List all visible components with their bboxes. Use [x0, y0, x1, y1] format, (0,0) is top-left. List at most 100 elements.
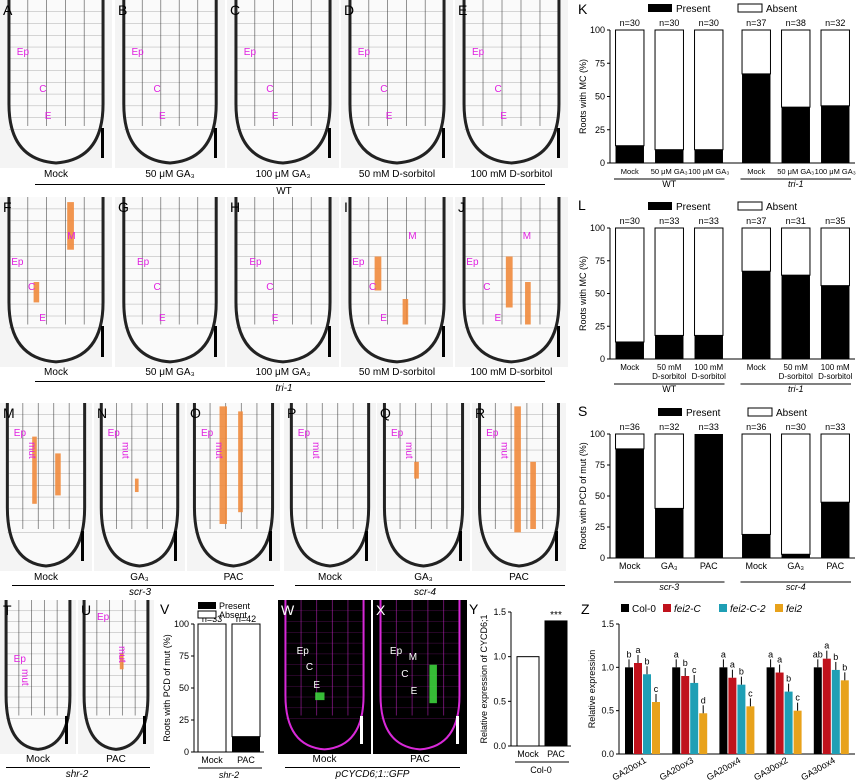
- cell-label-e: E: [380, 312, 387, 324]
- scale-bar: [360, 716, 363, 744]
- y-tick-label: 0.0: [493, 741, 506, 751]
- significance-letter: b: [833, 652, 838, 662]
- y-axis-label: Relative expression of CYCD6;1: [479, 614, 489, 743]
- panel-label: S: [578, 403, 587, 419]
- category-label: Mock: [620, 363, 640, 372]
- row2-group-line: [35, 381, 545, 382]
- cell-label-ep: Ep: [107, 428, 120, 440]
- significance-letter: a: [768, 649, 773, 659]
- row1-group-line: [35, 184, 545, 185]
- category-label: PAC: [237, 755, 255, 765]
- y-tick-label: 0.5: [601, 706, 614, 716]
- y-tick-label: 25: [595, 321, 605, 331]
- bar-present: [655, 335, 684, 359]
- bar: [822, 658, 831, 754]
- cell-label-ep: Ep: [131, 47, 144, 59]
- significance-letter: c: [795, 693, 800, 703]
- bar: [690, 682, 699, 754]
- y-tick-label: 0: [600, 354, 605, 364]
- caption-w: Mock: [312, 754, 337, 765]
- significance-letter: c: [692, 665, 697, 675]
- cell-label-e: E: [313, 680, 320, 692]
- bar-absent: [654, 227, 684, 336]
- root-outline: [284, 600, 365, 751]
- scale-bar: [442, 326, 445, 357]
- bar-absent: [694, 29, 724, 151]
- legend-present: Present: [676, 202, 711, 213]
- cell-label-mut: mut: [25, 441, 37, 459]
- cell-label-ep: Ep: [16, 47, 30, 59]
- category-label: Mock: [621, 167, 639, 176]
- y-tick-label: 0.0: [601, 749, 614, 759]
- cell-label-c: C: [153, 282, 161, 293]
- n-label: n=33: [659, 216, 679, 226]
- row2-group: tri-1: [275, 383, 293, 394]
- cell-label-ep: Ep: [466, 256, 479, 268]
- group-label: tri-1: [788, 179, 804, 189]
- panel-label-e: E: [458, 2, 468, 18]
- bar-absent: [615, 433, 645, 450]
- legend-absent-swatch: [747, 407, 773, 417]
- bar-present: [821, 105, 850, 163]
- legend-label: Col-0: [632, 604, 656, 615]
- group-label: tri-1: [788, 384, 804, 394]
- micrograph-o: O Ep mut: [187, 403, 280, 571]
- category-label: 100 mM: [694, 363, 723, 372]
- panel-label: K: [578, 1, 588, 17]
- row4-gfp-line: [285, 767, 460, 768]
- legend-absent-swatch: [737, 3, 763, 13]
- cell-label-c: C: [153, 84, 161, 95]
- micrograph-m: M Ep mut: [0, 403, 92, 571]
- cell-label-ep: Ep: [471, 47, 485, 59]
- y-tick-label: 1.0: [601, 662, 614, 672]
- cell-label-ep: Ep: [243, 47, 257, 59]
- significance-label: ***: [550, 610, 562, 621]
- group-label: Col-0: [530, 765, 552, 775]
- bar: [813, 667, 822, 754]
- caption-q: GA₃: [414, 572, 433, 583]
- root-outline: [122, 0, 218, 165]
- bar: [728, 677, 737, 754]
- cell-label-c: C: [401, 669, 409, 681]
- n-label: n=30: [786, 422, 806, 432]
- scale-bar: [101, 326, 104, 357]
- y-tick-label: 1.5: [493, 607, 506, 617]
- cell-label-ep: Ep: [13, 428, 27, 440]
- caption-j: 100 mM D-sorbitol: [470, 367, 553, 378]
- significance-letter: b: [739, 667, 744, 677]
- y-tick-label: 25: [595, 522, 605, 532]
- category-label: 50 μM GA₃: [651, 167, 688, 176]
- root-outline: [7, 197, 105, 364]
- bar-present: [742, 73, 771, 163]
- chart-k: K 0 25 50 75 100 Roots with MC (%) n=30 Mock n=30…: [578, 1, 856, 189]
- cell-label-e: E: [271, 312, 279, 324]
- category-label: 100 μM GA₃: [815, 167, 856, 176]
- caption-m: Mock: [34, 572, 58, 583]
- caption-u: PAC: [106, 754, 126, 765]
- cell-label-c: C: [305, 661, 314, 673]
- bar: [643, 674, 651, 754]
- root-outline: [289, 403, 371, 568]
- panel-label-c: C: [230, 2, 241, 18]
- scale-bar: [101, 128, 104, 158]
- scale-bar: [365, 531, 368, 561]
- y-tick-label: 75: [595, 58, 605, 68]
- bar-present: [655, 508, 684, 558]
- bar: [652, 702, 660, 754]
- category-label: D-sorbitol: [692, 372, 726, 381]
- y-axis-label: Roots with MC (%): [578, 256, 588, 331]
- cell-label-e: E: [500, 110, 507, 122]
- legend-absent: Absent: [776, 408, 807, 419]
- category-label: GA₃: [787, 561, 804, 571]
- caption-o: PAC: [223, 572, 244, 583]
- bar: [516, 656, 540, 747]
- row3-group-2: scr-4: [413, 587, 437, 598]
- cell-label-c: C: [28, 282, 36, 293]
- micrograph-q: Q Ep mut: [377, 403, 470, 571]
- root-outline: [478, 403, 560, 568]
- micrograph-w: W Ep C E: [278, 600, 371, 754]
- y-tick-label: 25: [595, 125, 605, 135]
- cell-label-mut: mut: [19, 669, 30, 686]
- bar-present: [232, 736, 260, 752]
- y-tick-label: 75: [595, 460, 605, 470]
